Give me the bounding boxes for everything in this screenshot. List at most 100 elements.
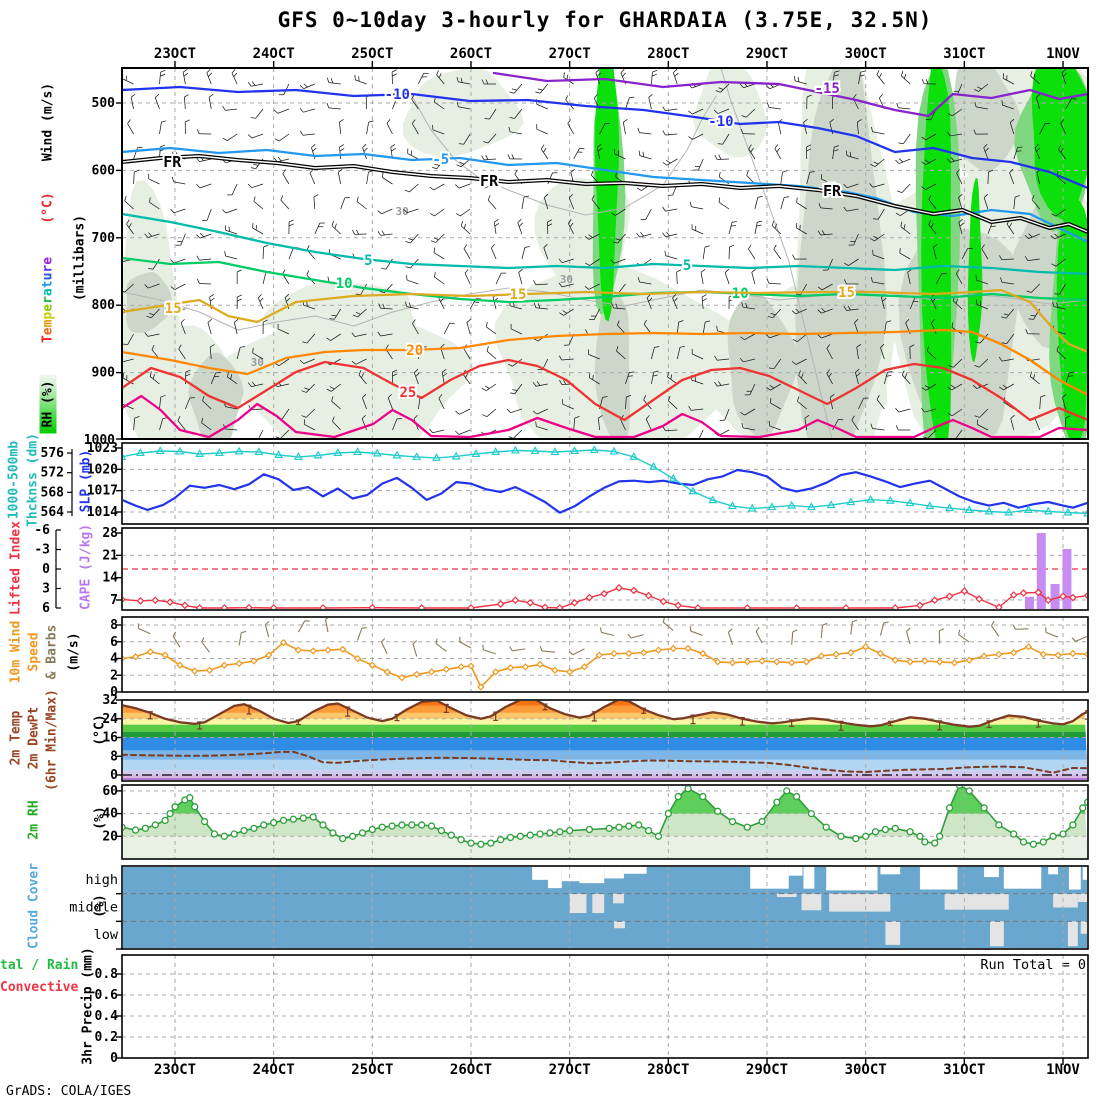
marker-diamond: [792, 604, 801, 609]
marker-diamond: [123, 596, 126, 603]
line: [1071, 637, 1077, 642]
line: [196, 129, 200, 134]
li-tick-label: -6: [34, 523, 50, 538]
line: [146, 315, 152, 319]
line: [817, 230, 821, 236]
line: [849, 151, 852, 157]
line: [905, 318, 910, 324]
pressure-tick-label: 500: [92, 96, 116, 111]
line: [368, 170, 374, 173]
line: [1010, 418, 1015, 431]
line: [329, 318, 335, 320]
line: [1024, 234, 1029, 239]
line: [826, 369, 831, 374]
temp-band: [123, 718, 1087, 725]
line: [509, 392, 515, 395]
top-time-label: 1NOV: [1046, 46, 1080, 62]
line: [1031, 199, 1040, 210]
line: [1003, 383, 1014, 391]
line: [981, 244, 985, 249]
line: [925, 158, 937, 166]
line: [455, 410, 460, 415]
rh-marker: [773, 798, 781, 806]
slp-tick-label: 1014: [87, 505, 118, 520]
line: [539, 646, 543, 652]
temp-band: [123, 737, 1087, 751]
line: [536, 426, 548, 431]
line: [356, 201, 367, 210]
line: [299, 108, 304, 113]
line: [325, 618, 329, 620]
marker-diamond: [1039, 650, 1047, 658]
line: [259, 297, 264, 302]
line: [638, 150, 641, 156]
line: [361, 418, 367, 431]
rh-marker: [240, 826, 248, 835]
line: [558, 258, 563, 263]
line: [126, 219, 130, 225]
marker-diamond: [965, 656, 973, 664]
line: [899, 252, 911, 260]
wind-tick-label: 8: [110, 618, 118, 633]
line: [714, 355, 718, 361]
marker-diamond: [191, 667, 199, 675]
line: [879, 73, 882, 78]
line: [749, 383, 756, 396]
line: [852, 619, 858, 623]
line: [754, 197, 759, 210]
rh-marker: [388, 822, 396, 830]
line: [691, 206, 704, 210]
temp-contour--10: [123, 85, 1087, 189]
line: [1030, 71, 1033, 77]
cloud-gap: [885, 921, 901, 945]
line: [716, 325, 718, 331]
line: [791, 631, 794, 645]
line: [387, 397, 393, 410]
thickness-marker: [471, 449, 481, 457]
line: [856, 372, 861, 377]
rh-shading-blob: [217, 311, 474, 438]
rh-marker: [339, 834, 347, 843]
line: [306, 333, 316, 344]
contour-label: 15: [510, 287, 527, 303]
marker-diamond: [817, 652, 825, 660]
line: [857, 119, 862, 123]
line: [301, 415, 307, 418]
rh-marker: [1049, 832, 1057, 840]
rh-shading-blob: [188, 352, 244, 438]
line: [860, 70, 866, 73]
line: [770, 313, 776, 316]
line: [830, 393, 835, 398]
line: [724, 408, 730, 421]
line: [987, 222, 993, 235]
line: [277, 156, 282, 162]
line: [1060, 147, 1064, 153]
line: [536, 408, 548, 415]
line: [718, 87, 724, 90]
line: [377, 331, 381, 337]
line: [302, 341, 308, 344]
top-time-label: 27OCT: [549, 46, 591, 62]
cloud-gap: [984, 867, 999, 878]
line: [151, 345, 155, 350]
line: [873, 161, 879, 165]
thickness-marker: [155, 446, 165, 455]
line: [299, 85, 305, 89]
line: [1069, 371, 1075, 373]
line: [281, 408, 290, 420]
marker-diamond: [294, 646, 302, 654]
rh-marker: [635, 821, 643, 829]
panel-border: [121, 616, 1089, 693]
line: [870, 238, 875, 242]
line: [926, 350, 937, 360]
line: [858, 72, 861, 85]
panel-border: [121, 784, 1089, 860]
line: [326, 337, 331, 341]
line: [170, 259, 175, 264]
line: [987, 171, 989, 185]
rh-marker: [1019, 838, 1028, 846]
marker-diamond: [1019, 589, 1028, 597]
rh-marker: [506, 833, 515, 842]
thickness-marker: [964, 505, 974, 514]
line: [774, 144, 779, 149]
